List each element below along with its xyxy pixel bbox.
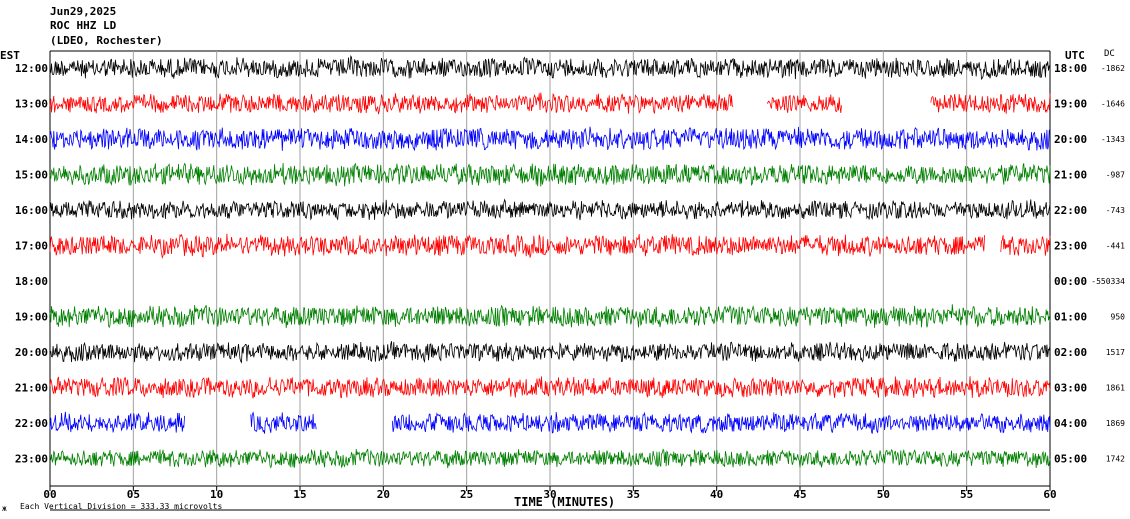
seismic-trace [1000, 235, 1051, 256]
est-hour-label: 23:00 [15, 453, 48, 466]
seismic-trace [49, 304, 1051, 329]
utc-hour-label: 20:00 [1054, 133, 1087, 146]
utc-hour-label: 04:00 [1054, 417, 1087, 430]
seismic-trace [49, 198, 1051, 221]
utc-hour-label: 18:00 [1054, 62, 1087, 75]
est-hour-label: 19:00 [15, 311, 48, 324]
utc-hour-label: 01:00 [1054, 311, 1087, 324]
seismic-trace [49, 411, 185, 433]
date-label: Jun29,2025 [50, 5, 117, 18]
seismic-trace [49, 162, 1051, 187]
corner-mark: ж [2, 504, 7, 513]
utc-hour-label: 19:00 [1054, 98, 1087, 111]
seismic-trace [49, 126, 1051, 152]
seismic-trace [930, 93, 1051, 114]
dc-offset-label: -1646 [1101, 100, 1125, 109]
x-tick-label: 00 [43, 488, 56, 501]
x-tick-label: 55 [960, 488, 973, 501]
dc-offset-label: 1869 [1106, 419, 1125, 428]
seismic-trace [250, 411, 317, 434]
dc-offset-label: -987 [1106, 171, 1125, 180]
est-hour-label: 17:00 [15, 240, 48, 253]
dc-offset-label: -1862 [1101, 64, 1125, 73]
est-hour-label: 22:00 [15, 417, 48, 430]
left-timezone-label: EST [0, 49, 20, 62]
seismic-trace [49, 92, 734, 115]
utc-hour-label: 03:00 [1054, 382, 1087, 395]
dc-offset-label: 1517 [1106, 348, 1125, 357]
est-hour-label: 18:00 [15, 275, 48, 288]
x-tick-label: 15 [293, 488, 306, 501]
x-tick-label: 50 [877, 488, 890, 501]
dc-offset-label: -743 [1106, 206, 1125, 215]
est-hour-label: 20:00 [15, 346, 48, 359]
dc-offset-label: 950 [1111, 313, 1126, 322]
dc-offset-label: -441 [1106, 242, 1125, 251]
utc-hour-label: 22:00 [1054, 204, 1087, 217]
seismic-trace [49, 233, 985, 260]
x-tick-label: 10 [210, 488, 223, 501]
seismic-trace [766, 94, 842, 114]
station-label: ROC HHZ LD [50, 19, 117, 32]
est-hour-label: 15:00 [15, 169, 48, 182]
utc-hour-label: 00:00 [1054, 275, 1087, 288]
seismic-trace [49, 448, 1051, 469]
dc-header-label: DC [1104, 49, 1115, 59]
x-tick-label: 30 [543, 488, 556, 501]
dc-offset-label: -1343 [1101, 135, 1125, 144]
right-timezone-label: UTC [1065, 49, 1085, 62]
x-tick-label: 20 [377, 488, 390, 501]
est-hour-label: 21:00 [15, 382, 48, 395]
scale-note: Each Vertical Division = 333.33 microvol… [20, 502, 223, 511]
dc-offset-label: -550334 [1091, 277, 1125, 286]
x-tick-label: 40 [710, 488, 723, 501]
x-tick-label: 60 [1043, 488, 1056, 501]
dc-offset-label: 1742 [1106, 455, 1125, 464]
x-axis-title: TIME (MINUTES) [514, 495, 616, 509]
seismic-trace [391, 411, 1051, 434]
utc-hour-label: 21:00 [1054, 169, 1087, 182]
est-hour-label: 14:00 [15, 133, 48, 146]
seismic-trace [49, 341, 1051, 364]
network-label: (LDEO, Rochester) [50, 34, 163, 47]
x-tick-label: 25 [460, 488, 473, 501]
seismic-trace [49, 376, 1051, 399]
dc-offset-label: 1861 [1106, 384, 1125, 393]
utc-hour-label: 23:00 [1054, 240, 1087, 253]
est-hour-label: 13:00 [15, 98, 48, 111]
est-hour-label: 12:00 [15, 62, 48, 75]
est-hour-label: 16:00 [15, 204, 48, 217]
x-tick-label: 45 [793, 488, 806, 501]
seismic-trace [49, 54, 1051, 81]
x-tick-label: 05 [127, 488, 140, 501]
x-tick-label: 35 [627, 488, 640, 501]
utc-hour-label: 02:00 [1054, 346, 1087, 359]
utc-hour-label: 05:00 [1054, 453, 1087, 466]
